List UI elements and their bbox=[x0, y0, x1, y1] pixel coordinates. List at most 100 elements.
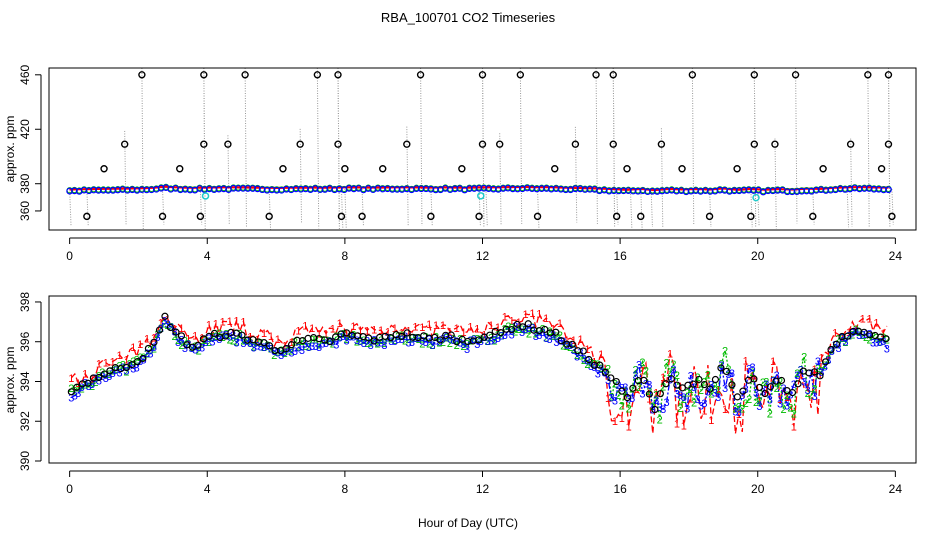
series-3-marker: 3 bbox=[849, 328, 855, 340]
top-cyan-point bbox=[477, 192, 485, 200]
series-3-marker: 3 bbox=[684, 403, 690, 415]
series-1-marker: 1 bbox=[454, 323, 460, 335]
series-1-marker: 1 bbox=[626, 422, 632, 434]
outlier-point bbox=[416, 71, 425, 79]
top-series-3-point bbox=[239, 184, 247, 192]
series-3-marker: 3 bbox=[564, 340, 570, 352]
series-2-marker: 2 bbox=[123, 366, 129, 378]
series-1-marker: 1 bbox=[185, 333, 191, 345]
spike-line bbox=[846, 189, 850, 228]
spike-line bbox=[867, 67, 870, 229]
series-1-marker: 1 bbox=[715, 385, 721, 397]
series-3-marker: 3 bbox=[540, 327, 546, 339]
top-series-3-point bbox=[668, 186, 676, 194]
top-series-3-point bbox=[865, 185, 873, 192]
series-1-marker: 1 bbox=[509, 315, 515, 327]
series-3-marker: 3 bbox=[295, 342, 301, 354]
spike-line bbox=[887, 67, 891, 223]
series-3-marker: 3 bbox=[106, 371, 112, 383]
series-3-marker: 3 bbox=[388, 336, 394, 348]
series-2-marker: 2 bbox=[860, 330, 866, 342]
series-3-marker: 3 bbox=[399, 334, 405, 346]
series-3-marker: 3 bbox=[543, 333, 549, 345]
chart-title: RBA_100701 CO2 Timeseries bbox=[381, 10, 556, 25]
outlier-point bbox=[224, 140, 232, 148]
series-3-marker: 3 bbox=[461, 339, 467, 351]
top-series-3-point bbox=[335, 185, 343, 193]
series-1-marker: 1 bbox=[694, 379, 700, 391]
top-series-3-point bbox=[99, 186, 107, 194]
series-2-marker: 2 bbox=[540, 324, 546, 336]
spike-line bbox=[244, 67, 247, 228]
series-1-marker: 1 bbox=[798, 370, 804, 382]
series-1-marker: 1 bbox=[110, 357, 116, 369]
series-2-marker: 2 bbox=[419, 338, 425, 350]
series-2-marker: 2 bbox=[670, 359, 676, 371]
series-2-marker: 2 bbox=[560, 340, 566, 352]
y-tick-label: 392 bbox=[18, 411, 32, 431]
series-2-marker: 2 bbox=[278, 345, 284, 357]
series-1-marker: 1 bbox=[220, 316, 226, 328]
series-3-marker: 3 bbox=[454, 336, 460, 348]
series-3-marker: 3 bbox=[498, 331, 504, 343]
series-2-marker: 2 bbox=[791, 409, 797, 421]
series-3-marker: 3 bbox=[681, 392, 687, 404]
spike-line bbox=[629, 189, 633, 228]
series-3-marker: 3 bbox=[430, 340, 436, 352]
series-1-marker: 1 bbox=[577, 334, 583, 346]
series-3-marker: 3 bbox=[846, 331, 852, 343]
series-3-marker: 3 bbox=[481, 332, 487, 344]
series-1-marker: 1 bbox=[722, 404, 728, 416]
series-2-marker: 2 bbox=[522, 325, 528, 337]
series-1-marker: 1 bbox=[364, 325, 370, 337]
series-1-marker: 1 bbox=[467, 321, 473, 333]
series-1-marker: 1 bbox=[529, 308, 535, 320]
series-2-marker: 2 bbox=[340, 329, 346, 341]
series-2-marker: 2 bbox=[457, 334, 463, 346]
series-2-marker: 2 bbox=[330, 338, 336, 350]
series-2-marker: 2 bbox=[591, 358, 597, 370]
series-3-marker: 3 bbox=[832, 340, 838, 352]
series-3-marker: 3 bbox=[712, 387, 718, 399]
series-2-marker: 2 bbox=[839, 333, 845, 345]
mean-point bbox=[265, 342, 274, 350]
series-3-marker: 3 bbox=[495, 333, 501, 345]
series-2-marker: 2 bbox=[715, 385, 721, 397]
series-1-marker: 1 bbox=[116, 350, 122, 362]
outlier-point bbox=[877, 165, 886, 173]
series-1-marker: 1 bbox=[323, 329, 329, 341]
series-1-marker: 1 bbox=[784, 392, 790, 404]
series-3-marker: 3 bbox=[602, 367, 608, 379]
series-3-marker: 3 bbox=[288, 347, 294, 359]
series-1-marker: 1 bbox=[708, 415, 714, 427]
series-3-marker: 3 bbox=[629, 393, 635, 405]
series-3-marker: 3 bbox=[378, 338, 384, 350]
series-1-marker: 1 bbox=[811, 364, 817, 376]
top-panel-series bbox=[66, 183, 892, 202]
series-1-marker: 1 bbox=[474, 324, 480, 336]
mean-point bbox=[172, 328, 180, 336]
series-1-marker: 1 bbox=[330, 323, 336, 335]
outlier-point bbox=[791, 71, 800, 79]
series-3-marker: 3 bbox=[130, 363, 136, 375]
series-3-marker: 3 bbox=[409, 337, 415, 349]
series-2-marker: 2 bbox=[846, 331, 852, 343]
series-2-marker: 2 bbox=[182, 336, 188, 348]
series-3-marker: 3 bbox=[103, 373, 109, 385]
outlier-point bbox=[200, 140, 208, 148]
mean-point bbox=[541, 325, 549, 334]
series-3-marker: 3 bbox=[856, 330, 862, 342]
series-3-marker: 3 bbox=[364, 336, 370, 348]
outlier-point bbox=[241, 71, 249, 79]
outlier-point bbox=[279, 165, 287, 173]
series-3-marker: 3 bbox=[660, 404, 666, 416]
series-2-marker: 2 bbox=[454, 340, 460, 352]
mean-point bbox=[651, 405, 659, 414]
series-2-marker: 2 bbox=[750, 367, 756, 379]
mean-point bbox=[365, 334, 373, 342]
series-2-marker: 2 bbox=[605, 364, 611, 376]
mean-point bbox=[326, 338, 334, 346]
series-3-marker: 3 bbox=[516, 322, 522, 334]
spike-line bbox=[199, 189, 203, 225]
